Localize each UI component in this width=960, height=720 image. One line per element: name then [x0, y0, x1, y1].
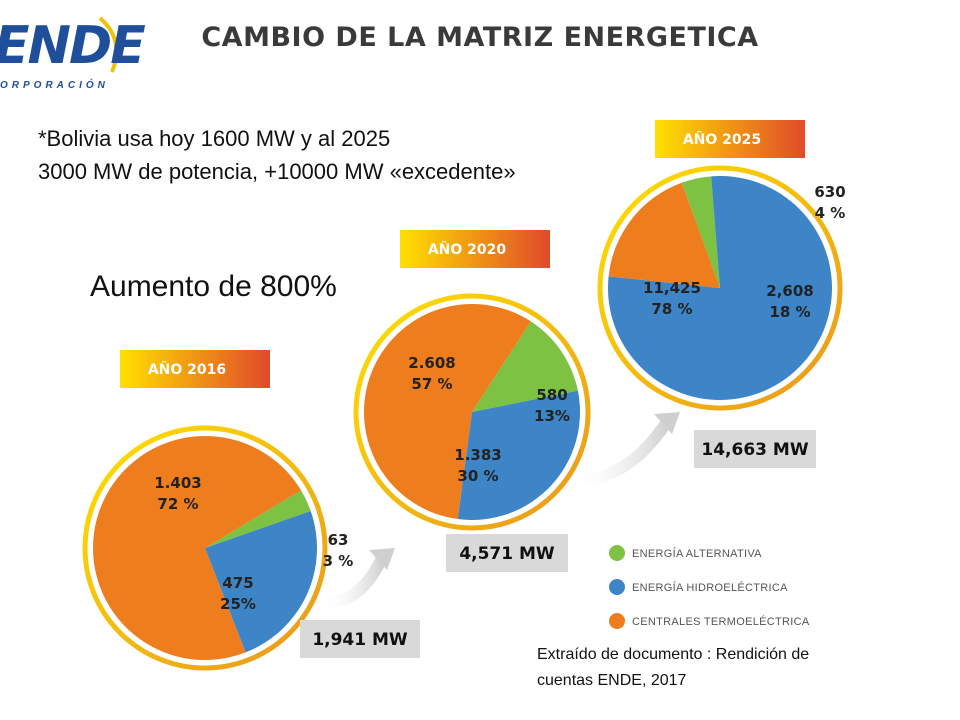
- legend: ENERGÍA ALTERNATIVA ENERGÍA HIDROELÉCTRIC…: [609, 545, 810, 629]
- note-line-1: *Bolivia usa hoy 1600 MW y al 2025: [38, 126, 391, 151]
- total-badge: [446, 534, 568, 572]
- total-badge: [694, 430, 816, 468]
- slice-percent-label: 13%: [534, 407, 570, 425]
- slice-value-label: 2,608: [766, 282, 813, 300]
- slice-value-label: 63: [328, 531, 349, 549]
- pie-slice-alternativa: [472, 321, 578, 412]
- legend-label-alternativa: ENERGÍA ALTERNATIVA: [632, 547, 762, 560]
- growth-arrow-icon: [316, 550, 389, 607]
- legend-label-hidro: ENERGÍA HIDROELÉCTRICA: [632, 581, 788, 594]
- pie-slice-termo: [93, 436, 302, 660]
- year-label: AÑO 2016: [148, 361, 226, 378]
- logo-text: ENDE: [0, 16, 146, 76]
- slice-percent-label: 25%: [220, 595, 256, 613]
- ende-logo: ENDE ORPORACIÓN: [0, 10, 146, 100]
- legend-label-termo: CENTRALES TERMOELÉCTRICA: [632, 615, 810, 628]
- slice-percent-label: 30 %: [457, 467, 498, 485]
- arrow-head-icon: [654, 412, 680, 434]
- growth-arrow-icon: [564, 414, 674, 485]
- total-label: 14,663 MW: [701, 440, 808, 460]
- growth-arrows: [316, 412, 680, 607]
- slice-percent-label: 72 %: [157, 495, 198, 513]
- source-text: Extraído de documento : Rendición de cue…: [537, 646, 810, 689]
- arrow-head-icon: [369, 548, 395, 570]
- slice-percent-label: 4 %: [815, 204, 846, 222]
- logo-arc-icon: [98, 16, 119, 73]
- slice-value-label: 2.608: [408, 354, 455, 372]
- legend-swatch-alternativa: [609, 545, 625, 561]
- note-line-2: 3000 MW de potencia, +10000 MW «excedent…: [38, 159, 516, 184]
- pie-slice-alternativa: [681, 176, 720, 288]
- slice-percent-label: 3 %: [323, 552, 354, 570]
- increase-text: Aumento de 800%: [90, 270, 337, 303]
- slice-percent-label: 78 %: [651, 300, 692, 318]
- pie-slice-termo: [364, 304, 531, 520]
- logo-subtitle: ORPORACIÓN: [0, 80, 109, 91]
- slice-percent-label: 18 %: [769, 303, 810, 321]
- slice-value-label: 580: [536, 386, 567, 404]
- total-label: 4,571 MW: [459, 544, 555, 564]
- slice-value-label: 475: [222, 574, 253, 592]
- pie-slice-termo: [608, 182, 720, 288]
- note-text: *Bolivia usa hoy 1600 MW y al 2025 3000 …: [38, 122, 516, 188]
- year-badge: [120, 350, 270, 388]
- pie-slice-alternativa: [205, 490, 311, 548]
- year-label: AÑO 2025: [683, 131, 761, 148]
- total-badge: [300, 620, 420, 658]
- slice-percent-label: 57 %: [411, 375, 452, 393]
- slice-value-label: 1.383: [454, 446, 501, 464]
- year-label: AÑO 2020: [428, 241, 507, 258]
- pie-slice-hidro: [205, 510, 318, 653]
- slice-value-label: 630: [814, 183, 845, 201]
- pie-3: 630 4 % 11,425 78 % 2,608 18 % AÑO 2025 14,663 …: [597, 120, 846, 468]
- page-title: CAMBIO DE LA MATRIZ ENERGETICA: [201, 22, 759, 53]
- legend-swatch-termo: [609, 613, 625, 629]
- total-label: 1,941 MW: [312, 630, 408, 650]
- pie-1: 63 3 % 475 25% 1.403 72 % AÑO 2016 1,941 MW: [82, 350, 420, 671]
- pie-slice-hidro: [457, 390, 580, 520]
- year-badge: [655, 120, 805, 158]
- legend-swatch-hidro: [609, 579, 625, 595]
- slice-value-label: 11,425: [643, 279, 701, 297]
- pie-2: 580 13% 1.383 30 % 2.608 57 % AÑO 2020 4,571 MW: [353, 230, 591, 572]
- slice-value-label: 1.403: [154, 474, 201, 492]
- year-badge: [400, 230, 550, 268]
